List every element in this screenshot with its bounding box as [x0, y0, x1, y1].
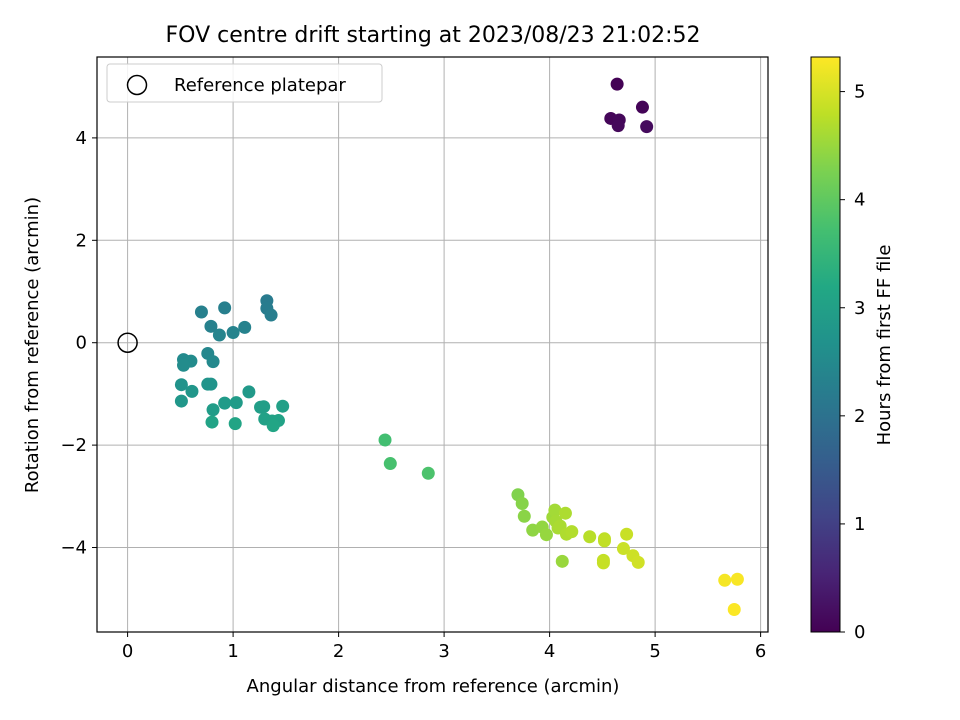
reference-platepar-marker [117, 332, 138, 353]
data-point [218, 396, 232, 410]
x-tick-label: 0 [122, 641, 133, 662]
colorbar: 0 1 2 3 4 5 Hours from first FF file [810, 56, 895, 643]
colorbar-tick-label: 4 [854, 190, 865, 211]
data-point [276, 399, 290, 413]
data-point [597, 534, 611, 548]
y-tick-label: 4 [76, 128, 87, 149]
data-point [555, 554, 569, 568]
data-point [212, 328, 226, 342]
data-point [517, 509, 531, 523]
data-point [204, 319, 218, 333]
y-tick-label: 2 [76, 230, 87, 251]
data-point [264, 308, 278, 322]
data-point [631, 555, 645, 569]
colorbar-gradient [810, 56, 841, 633]
data-point [718, 573, 732, 587]
data-point [727, 602, 741, 616]
data-point [583, 530, 597, 544]
colorbar-tick-label: 3 [854, 298, 865, 319]
x-tick-label: 3 [438, 641, 449, 662]
data-point [205, 415, 219, 429]
colorbar-ticks: 0 1 2 3 4 5 [840, 82, 865, 643]
data-point [383, 457, 397, 471]
y-axis-label: Rotation from reference (arcmin) [22, 197, 43, 493]
data-point [229, 396, 243, 410]
x-axis-label: Angular distance from reference (arcmin) [247, 676, 620, 697]
axis-ticks: 0 1 2 3 4 5 6 −4 −2 0 2 4 [60, 128, 766, 662]
chart-title: FOV centre drift starting at 2023/08/23 … [166, 23, 701, 48]
grid [97, 57, 768, 632]
plot-axes [96, 56, 769, 633]
colorbar-tick-label: 0 [854, 622, 865, 643]
data-point [238, 320, 252, 334]
y-tick-label: −4 [60, 538, 87, 559]
data-point [378, 433, 392, 447]
x-tick-label: 4 [544, 641, 555, 662]
data-point [194, 305, 208, 319]
x-tick-label: 2 [333, 641, 344, 662]
data-points [117, 77, 744, 616]
x-tick-label: 6 [755, 641, 766, 662]
y-tick-label: −2 [60, 435, 87, 456]
data-point [515, 496, 529, 510]
data-point [558, 506, 572, 520]
legend-frame [106, 63, 383, 103]
data-point [548, 503, 562, 517]
data-point [640, 120, 654, 134]
legend: Reference platepar [106, 63, 383, 103]
plot-frame [96, 56, 769, 633]
colorbar-tick-label: 5 [854, 82, 865, 103]
y-tick-label: 0 [76, 333, 87, 354]
data-point [228, 417, 242, 431]
data-point [539, 528, 553, 542]
data-point [206, 355, 220, 369]
data-point [635, 100, 649, 114]
data-point [226, 325, 240, 339]
data-point [596, 556, 610, 570]
data-point [257, 400, 271, 414]
data-point [242, 385, 256, 399]
data-point [610, 77, 624, 91]
data-point [266, 419, 280, 433]
colorbar-label: Hours from first FF file [874, 245, 895, 446]
colorbar-tick-label: 1 [854, 514, 865, 535]
x-tick-label: 5 [649, 641, 660, 662]
data-point [730, 572, 744, 586]
data-point [206, 403, 220, 417]
data-point [218, 301, 232, 315]
colorbar-tick-label: 2 [854, 406, 865, 427]
data-point [565, 525, 579, 539]
data-point [185, 384, 199, 398]
x-tick-label: 1 [227, 641, 238, 662]
legend-label: Reference platepar [174, 75, 346, 96]
data-point [174, 394, 188, 408]
data-point [421, 466, 435, 480]
data-point [611, 119, 625, 133]
legend-marker [126, 74, 148, 96]
data-point [177, 358, 191, 372]
data-point [616, 542, 630, 556]
data-point [620, 527, 634, 541]
data-point [174, 378, 188, 392]
data-point [204, 377, 218, 391]
